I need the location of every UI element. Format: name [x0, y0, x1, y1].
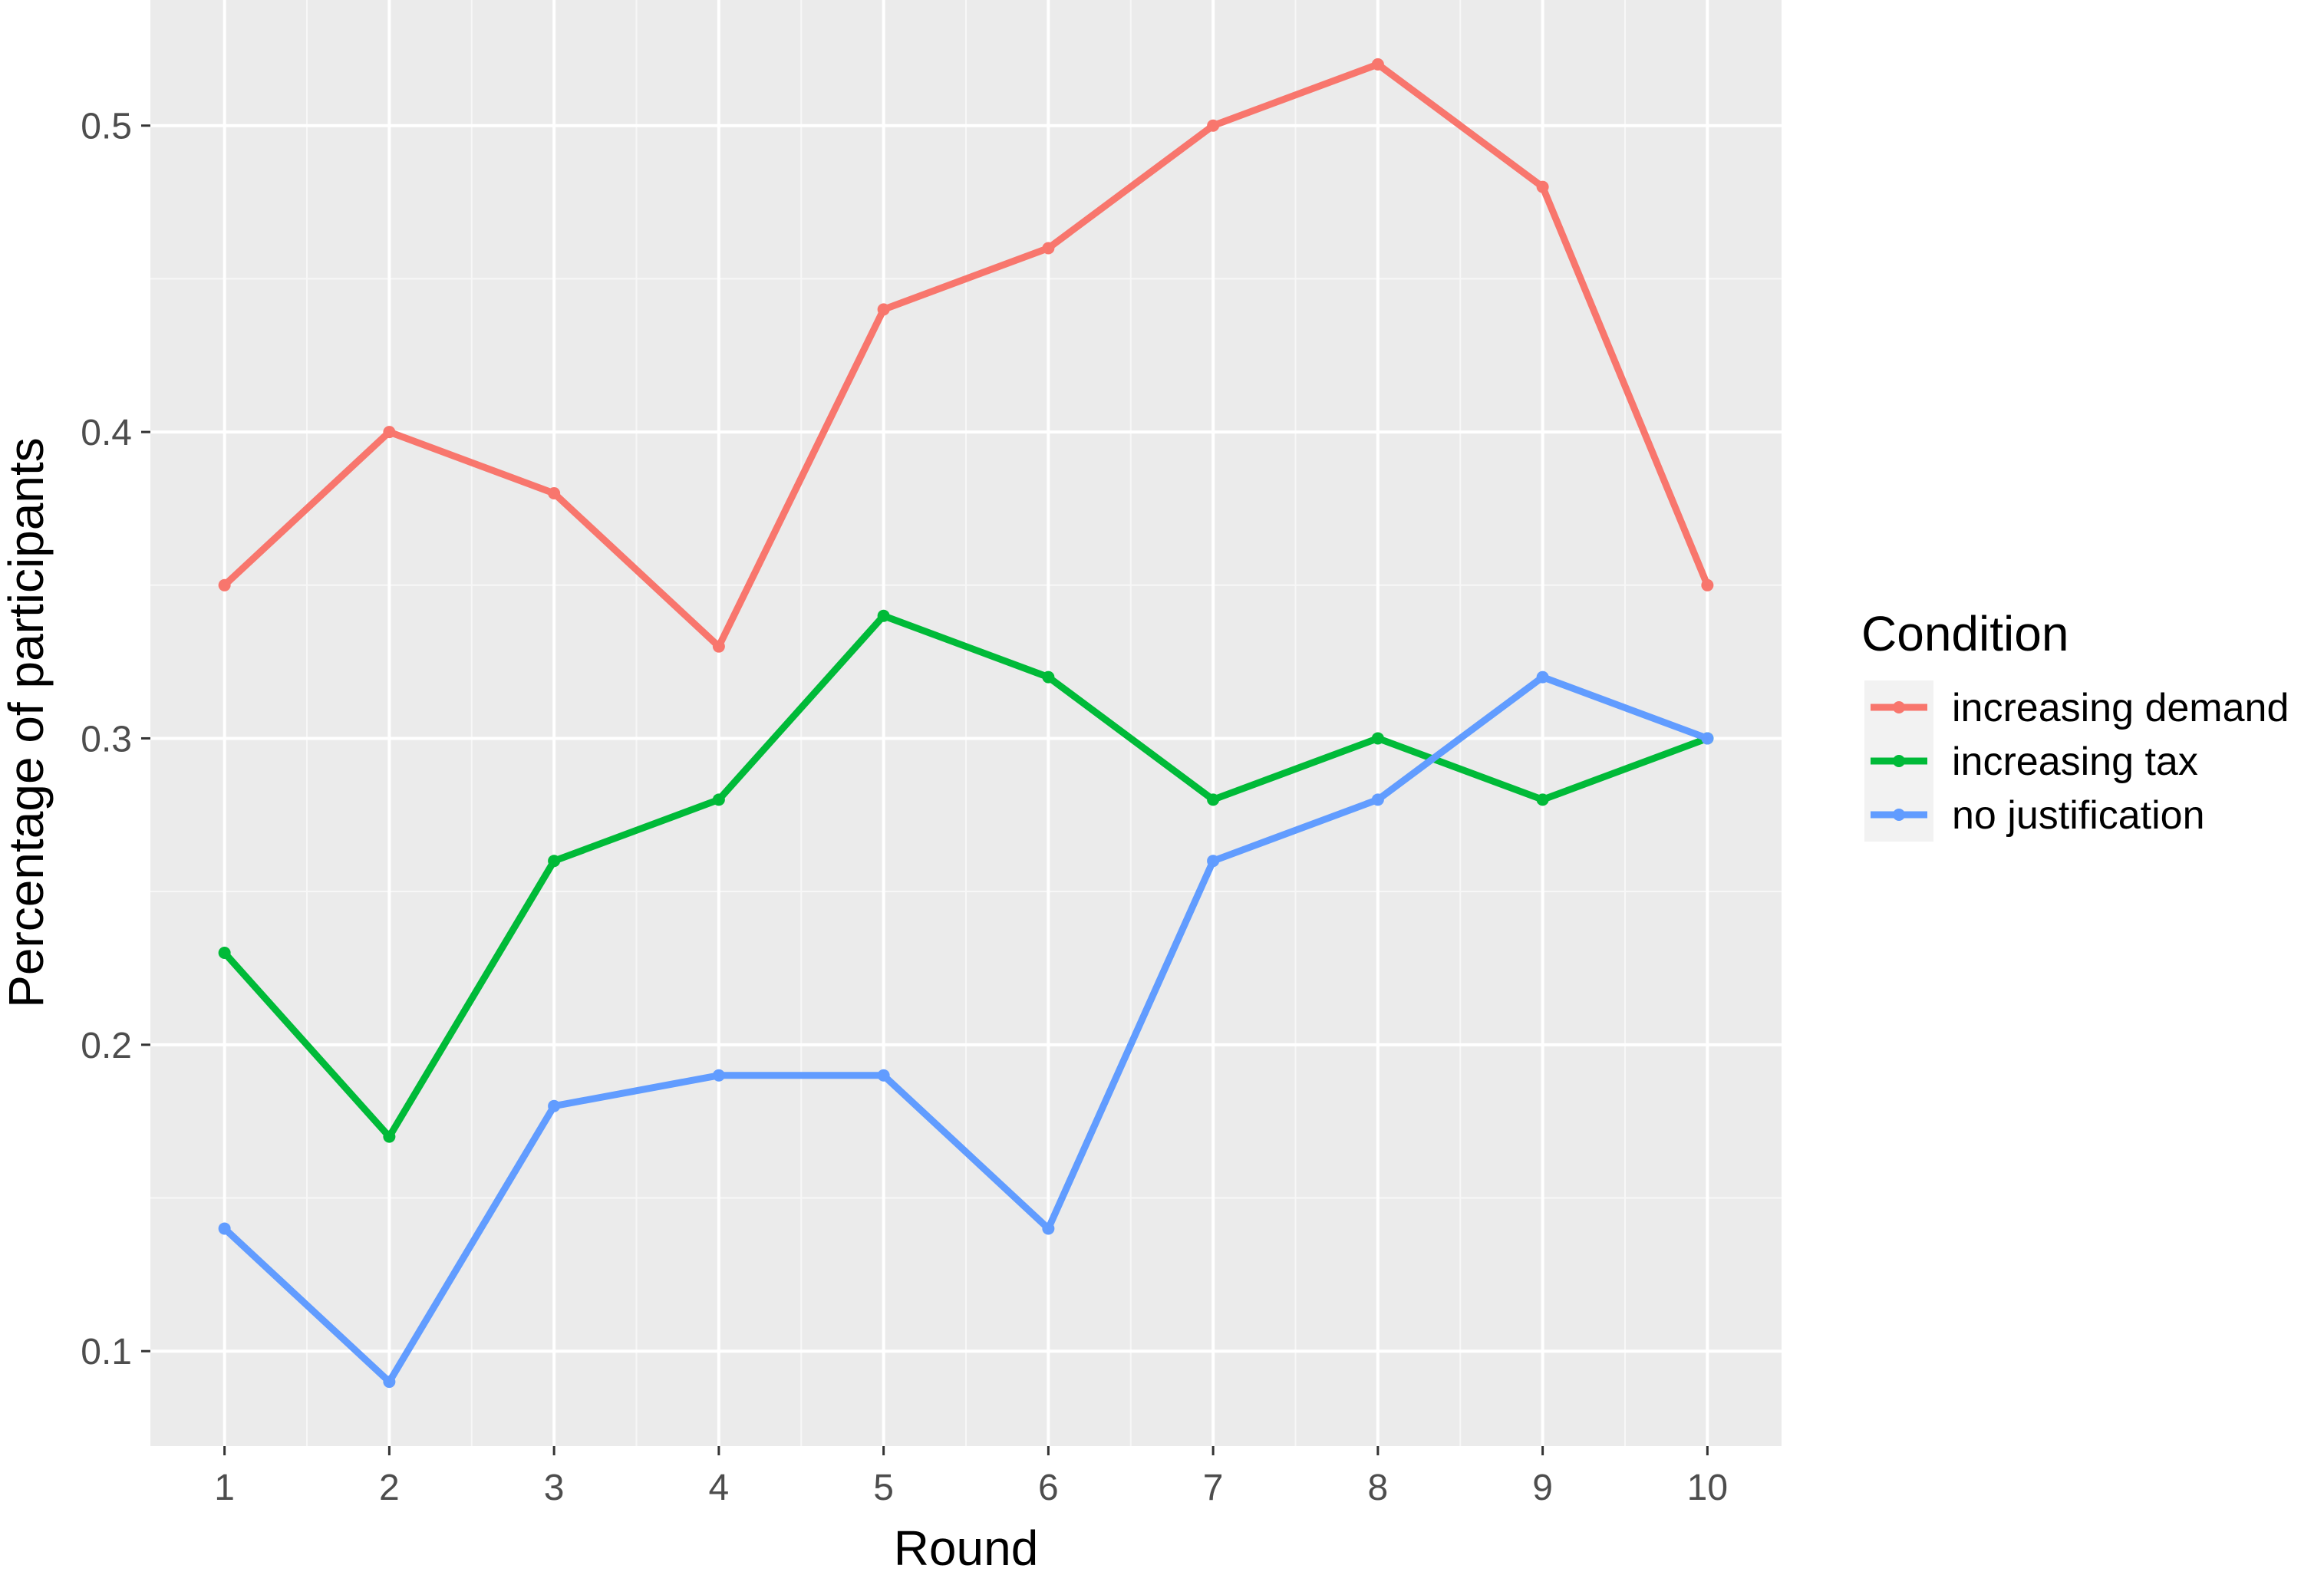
data-point-increasing-tax — [218, 947, 231, 960]
data-point-no-justification — [1536, 671, 1549, 684]
data-point-increasing-tax — [1042, 671, 1055, 684]
legend-label-increasing-demand: increasing demand — [1952, 686, 2289, 730]
x-tick-label: 2 — [379, 1468, 400, 1508]
legend-label-no-justification: no justification — [1952, 793, 2205, 838]
data-point-increasing-demand — [548, 486, 561, 499]
legend-title: Condition — [1861, 606, 2069, 661]
x-axis-title: Round — [894, 1521, 1039, 1575]
x-axis: 1 2 3 4 5 6 7 8 9 10 — [214, 1446, 1728, 1508]
series-line-increasing-demand — [221, 61, 1711, 651]
series-line-no-justification — [221, 674, 1711, 1386]
y-tick-label: 0.2 — [81, 1026, 132, 1066]
data-point-no-justification — [1371, 793, 1384, 806]
major-gridlines — [150, 0, 1782, 1446]
data-point-increasing-demand — [218, 578, 231, 591]
data-point-increasing-demand — [1207, 119, 1220, 132]
legend: Condition increasing demand increasing ta… — [1861, 606, 2289, 842]
x-tick-label: 5 — [873, 1468, 894, 1508]
data-point-increasing-tax — [712, 793, 725, 806]
data-point-increasing-tax — [1207, 793, 1220, 806]
x-tick-label: 7 — [1203, 1468, 1224, 1508]
y-tick-label: 0.1 — [81, 1332, 132, 1372]
data-point-increasing-tax — [548, 855, 561, 868]
data-point-no-justification — [218, 1222, 231, 1235]
legend-key-point — [1893, 809, 1905, 821]
y-tick-label: 0.5 — [81, 107, 132, 147]
data-point-no-justification — [1042, 1222, 1055, 1235]
x-tick-label: 9 — [1532, 1468, 1553, 1508]
data-point-increasing-tax — [1536, 793, 1549, 806]
data-point-increasing-demand — [383, 426, 396, 439]
data-point-increasing-demand — [1042, 242, 1055, 255]
data-point-increasing-tax — [877, 609, 890, 622]
x-tick-label: 10 — [1687, 1468, 1728, 1508]
series-line-increasing-tax — [221, 612, 1711, 1141]
legend-key-point — [1893, 701, 1905, 713]
y-tick-label: 0.4 — [81, 413, 132, 453]
x-tick-label: 1 — [214, 1468, 235, 1508]
data-point-increasing-demand — [1701, 578, 1714, 591]
x-tick-label: 6 — [1038, 1468, 1059, 1508]
data-point-increasing-demand — [1371, 58, 1384, 71]
legend-label-increasing-tax: increasing tax — [1952, 740, 2198, 784]
x-tick-label: 8 — [1368, 1468, 1389, 1508]
y-tick-label: 0.3 — [81, 719, 132, 759]
data-point-no-justification — [548, 1099, 561, 1112]
data-point-no-justification — [877, 1069, 890, 1082]
data-point-increasing-tax — [383, 1130, 396, 1143]
x-tick-label: 3 — [544, 1468, 565, 1508]
data-point-increasing-tax — [1371, 732, 1384, 745]
data-point-increasing-demand — [877, 303, 890, 316]
data-point-no-justification — [383, 1376, 396, 1389]
x-tick-label: 4 — [709, 1468, 730, 1508]
data-point-no-justification — [1701, 732, 1714, 745]
series-layer — [218, 58, 1714, 1389]
y-axis-title: Percentage of participants — [0, 437, 54, 1008]
data-point-increasing-demand — [1536, 180, 1549, 193]
minor-gridlines — [150, 0, 1782, 1446]
data-point-no-justification — [712, 1069, 725, 1082]
legend-key-point — [1893, 755, 1905, 767]
data-point-increasing-demand — [712, 640, 725, 653]
y-axis: 0.1 0.2 0.3 0.4 0.5 — [81, 107, 150, 1372]
data-point-no-justification — [1207, 855, 1220, 868]
